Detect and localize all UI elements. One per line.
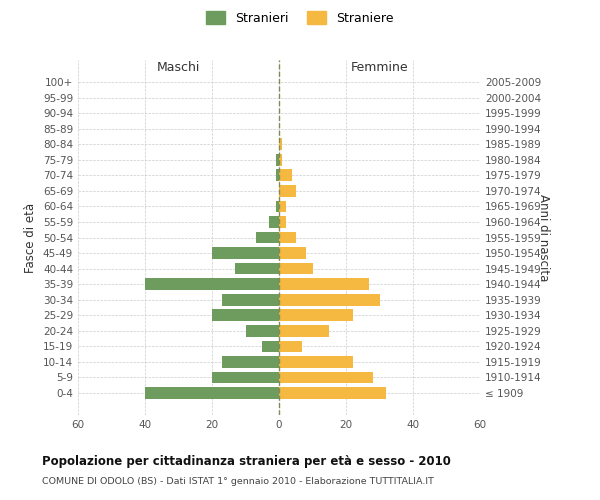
Bar [279, 294, 380, 306]
Legend: Stranieri, Straniere: Stranieri, Straniere [202, 6, 398, 30]
Bar [262, 340, 279, 352]
Bar [279, 154, 283, 166]
Bar [145, 278, 279, 290]
Bar [222, 356, 279, 368]
Bar [275, 154, 279, 166]
Bar [212, 372, 279, 384]
Bar [279, 387, 386, 399]
Bar [269, 216, 279, 228]
Bar [279, 185, 296, 196]
Bar [279, 138, 283, 150]
Bar [256, 232, 279, 243]
Bar [279, 247, 306, 259]
Text: Maschi: Maschi [157, 61, 200, 74]
Text: COMUNE DI ODOLO (BS) - Dati ISTAT 1° gennaio 2010 - Elaborazione TUTTITALIA.IT: COMUNE DI ODOLO (BS) - Dati ISTAT 1° gen… [42, 478, 434, 486]
Bar [279, 372, 373, 384]
Bar [275, 170, 279, 181]
Bar [279, 325, 329, 336]
Bar [279, 340, 302, 352]
Bar [212, 310, 279, 321]
Bar [279, 232, 296, 243]
Bar [279, 278, 370, 290]
Bar [279, 170, 292, 181]
Y-axis label: Fasce di età: Fasce di età [25, 202, 37, 272]
Bar [235, 263, 279, 274]
Bar [279, 356, 353, 368]
Bar [245, 325, 279, 336]
Bar [222, 294, 279, 306]
Y-axis label: Anni di nascita: Anni di nascita [537, 194, 550, 281]
Bar [279, 263, 313, 274]
Bar [279, 200, 286, 212]
Bar [212, 247, 279, 259]
Bar [275, 200, 279, 212]
Bar [279, 310, 353, 321]
Text: Popolazione per cittadinanza straniera per età e sesso - 2010: Popolazione per cittadinanza straniera p… [42, 455, 451, 468]
Text: Femmine: Femmine [350, 61, 409, 74]
Bar [279, 216, 286, 228]
Bar [145, 387, 279, 399]
